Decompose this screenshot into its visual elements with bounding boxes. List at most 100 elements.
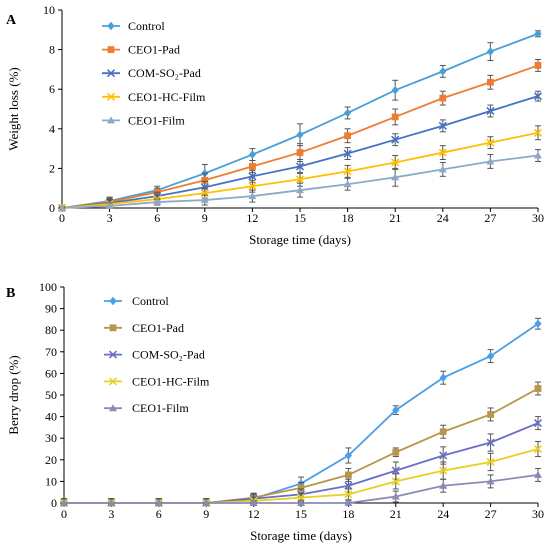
data-point xyxy=(392,405,400,415)
legend-label: CEO1-HC-Film xyxy=(128,90,206,104)
x-tick-label: 27 xyxy=(484,211,496,225)
y-tick-label: 10 xyxy=(45,474,57,488)
data-point xyxy=(486,477,495,485)
x-tick-label: 12 xyxy=(246,211,258,225)
data-point xyxy=(248,182,257,191)
data-point xyxy=(438,121,447,130)
legend-item: COM-SO₂-Pad xyxy=(104,348,205,362)
x-tick-label: 9 xyxy=(203,507,209,521)
x-axis-title: Storage time (days) xyxy=(250,528,352,543)
data-point xyxy=(533,419,543,428)
y-tick-label: 50 xyxy=(45,388,57,402)
data-point xyxy=(391,466,400,475)
legend-item: CEO1-Film xyxy=(104,401,189,415)
legend-label: Control xyxy=(132,294,169,308)
x-tick-label: 0 xyxy=(61,507,67,521)
legend-label: Control xyxy=(128,19,165,33)
data-point xyxy=(296,186,304,194)
legend-label: CEO1-Film xyxy=(132,401,189,415)
data-point xyxy=(391,477,400,486)
x-tick-label: 15 xyxy=(294,211,306,225)
y-tick-label: 0 xyxy=(51,496,57,510)
x-tick-label: 24 xyxy=(437,211,449,225)
legend-item: CEO1-HC-Film xyxy=(104,374,210,388)
data-point xyxy=(201,176,209,184)
data-point xyxy=(534,385,542,392)
y-tick-label: 6 xyxy=(49,82,55,96)
data-point xyxy=(438,148,447,157)
legend-label: CEO1-Film xyxy=(128,113,185,127)
legend-label: CEO1-HC-Film xyxy=(132,374,210,388)
data-point xyxy=(295,162,305,171)
data-point xyxy=(486,157,495,165)
data-point xyxy=(391,158,400,167)
x-axis-title: Storage time (days) xyxy=(249,232,351,247)
x-tick-label: 6 xyxy=(156,507,162,521)
data-point xyxy=(249,163,256,170)
y-tick-label: 90 xyxy=(45,302,57,316)
data-point xyxy=(439,94,447,102)
data-point xyxy=(107,499,116,506)
legend-marker xyxy=(107,46,115,53)
y-tick-label: 4 xyxy=(49,122,55,136)
panel-label: B xyxy=(6,286,15,301)
data-point xyxy=(60,499,68,506)
legend-item: Control xyxy=(102,19,165,33)
data-point xyxy=(105,202,114,210)
data-point xyxy=(438,165,447,173)
y-tick-label: 30 xyxy=(45,431,57,445)
data-point xyxy=(344,132,351,140)
data-point xyxy=(391,492,400,500)
x-tick-label: 27 xyxy=(485,507,497,521)
legend-marker xyxy=(108,350,118,359)
data-point xyxy=(439,428,447,436)
data-point xyxy=(486,106,495,116)
data-point xyxy=(248,192,257,200)
data-point xyxy=(343,149,352,158)
y-axis-title: Berry drop (%) xyxy=(6,355,21,434)
x-tick-label: 24 xyxy=(437,507,449,521)
data-point xyxy=(295,175,305,184)
data-point xyxy=(343,180,352,188)
panel-label: A xyxy=(6,13,17,28)
x-tick-label: 3 xyxy=(107,211,113,225)
data-point xyxy=(248,172,257,181)
legend: Control CEO1-Pad COM-SO₂-Pad CEO1-HC-Film CE… xyxy=(102,19,206,127)
y-tick-label: 100 xyxy=(39,280,57,294)
data-point xyxy=(439,481,448,489)
panel-b-berry-drop-chart: 0 3 6 9 12 15 18 21 24 27 30 0 10 20 30 40 50 60 70 80 90 100… xyxy=(6,280,544,543)
x-tick-label: 12 xyxy=(248,507,260,521)
data-point xyxy=(200,183,209,192)
legend-label: COM-SO₂-Pad xyxy=(128,66,201,80)
data-point xyxy=(486,47,494,56)
x-tick-label: 9 xyxy=(202,211,208,225)
data-point xyxy=(392,448,400,456)
legend-item: CEO1-Film xyxy=(102,113,185,127)
data-point xyxy=(343,167,352,176)
x-tick-label: 3 xyxy=(108,507,114,521)
data-point xyxy=(534,29,542,38)
y-tick-label: 8 xyxy=(49,43,55,57)
data-point xyxy=(534,62,542,69)
series-4 xyxy=(60,467,542,506)
legend-item: CEO1-HC-Film xyxy=(102,90,206,104)
data-point xyxy=(153,198,162,206)
data-point xyxy=(297,484,305,492)
x-tick-label: 0 xyxy=(59,211,65,225)
legend-marker xyxy=(107,21,115,31)
data-point xyxy=(534,319,542,328)
x-tick-label: 30 xyxy=(532,211,544,225)
data-point xyxy=(391,173,400,181)
y-tick-label: 0 xyxy=(49,201,55,215)
legend-marker xyxy=(107,116,115,124)
legend-marker xyxy=(106,69,116,78)
data-point xyxy=(486,138,495,147)
x-tick-label: 30 xyxy=(532,507,544,521)
data-point xyxy=(439,466,448,475)
data-point xyxy=(486,457,495,467)
data-point xyxy=(344,451,352,460)
data-point xyxy=(296,130,304,139)
data-point xyxy=(344,499,353,506)
legend-item: CEO1-Pad xyxy=(104,321,184,335)
